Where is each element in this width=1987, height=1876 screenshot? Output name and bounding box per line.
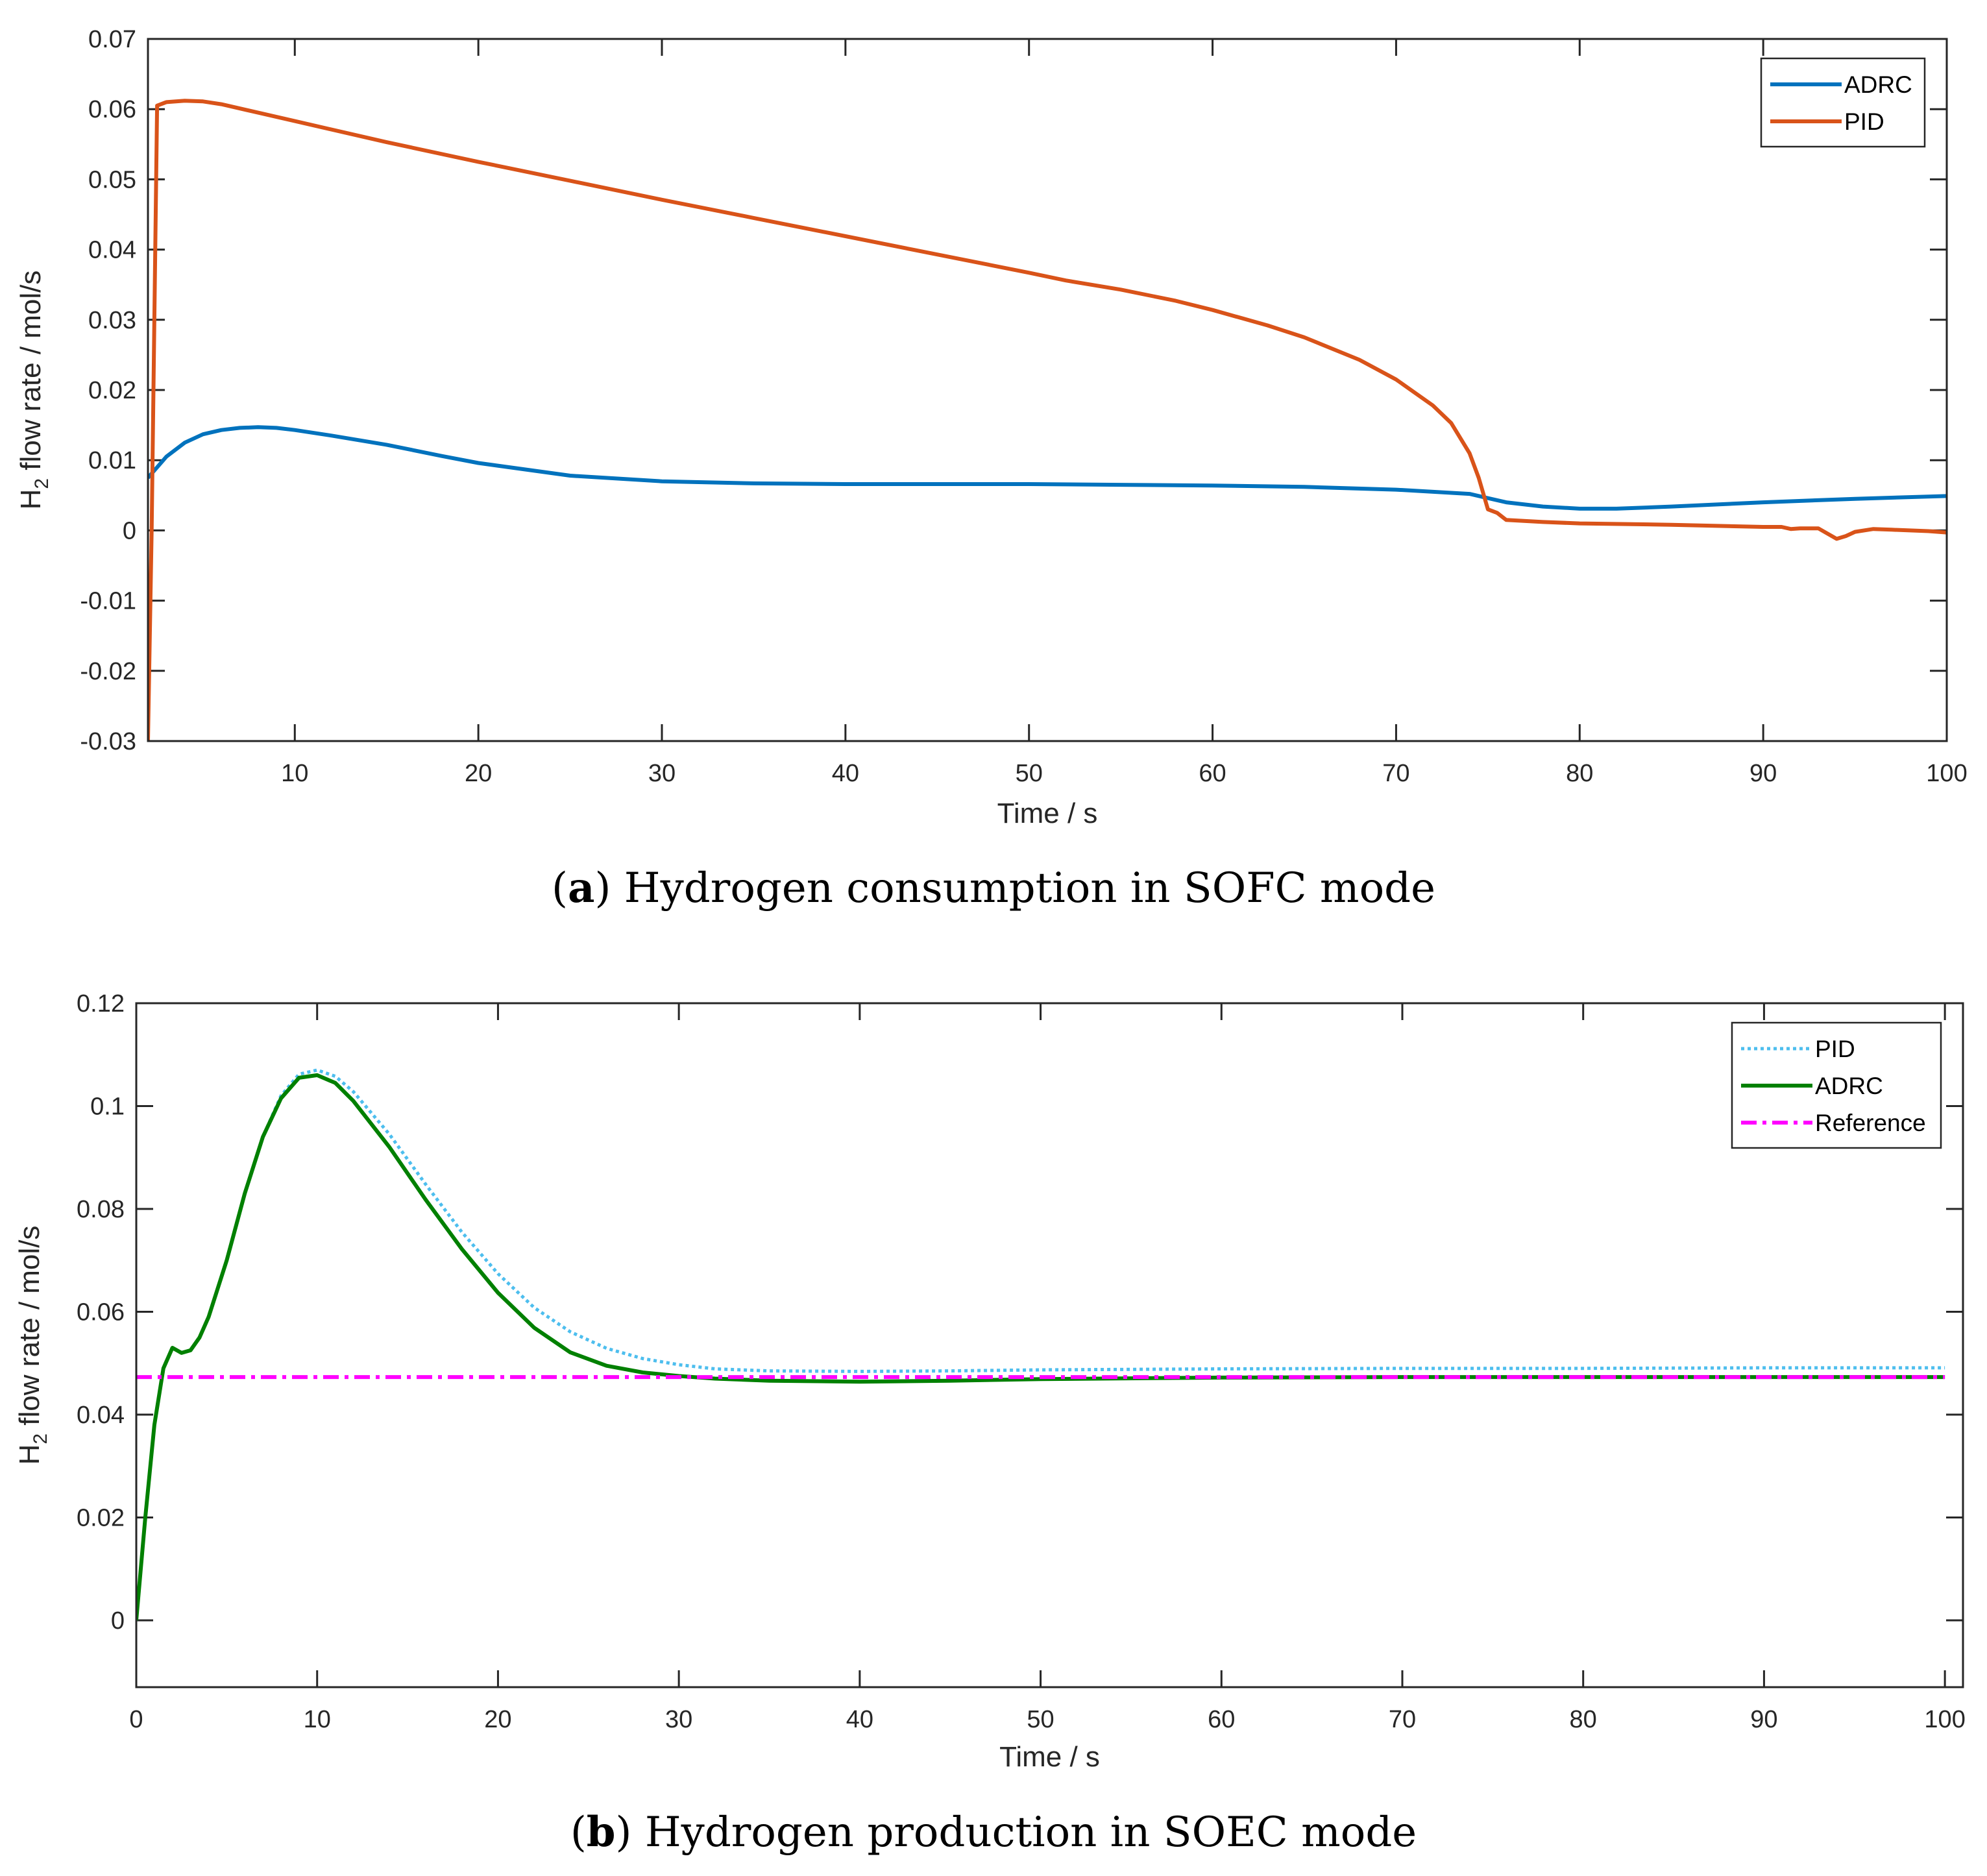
panel-a-y-axis-label: H2 flow rate / mol/s [15,271,53,510]
x-tick-label: 90 [1750,1706,1777,1733]
x-tick-label: 100 [1924,1706,1965,1733]
y-tick-label: -0.03 [80,728,136,755]
legend-label-adrc: ADRC [1815,1073,1883,1099]
panel-b-y-axis-label: H2 flow rate / mol/s [14,1226,51,1465]
y-tick-label: 0 [123,517,136,544]
panel-a-tick-labels: 10 20 30 40 50 60 70 80 90 100 -0.03 -0.02 -0.01 0 0.0… [80,26,1967,787]
y-tick-label: 0.04 [77,1402,125,1429]
x-tick-label: 50 [1016,760,1043,787]
y-tick-label: 0.04 [88,237,136,264]
panel-b-caption-text: Hydrogen production in SOEC mode [645,1809,1417,1857]
panel-b-caption-letter: b [587,1808,616,1857]
panel-a-y-label-h: H [15,489,47,510]
panel-a-x-axis-label: Time / s [997,798,1098,829]
y-tick-label: 0.08 [77,1196,125,1223]
panel-b-y-label-rest: flow rate / mol/s [14,1226,45,1433]
x-tick-label: 20 [465,760,492,787]
legend-label-adrc: ADRC [1844,71,1912,98]
panel-b-y-label-h: H [14,1444,45,1465]
y-tick-label: 0.1 [90,1093,125,1120]
y-tick-label: 0.03 [88,307,136,334]
x-tick-label: 80 [1566,760,1593,787]
series-line-adrc [136,1073,1945,1621]
x-tick-label: 20 [484,1706,511,1733]
panel-b-caption: (b) Hydrogen production in SOEC mode [570,1808,1417,1857]
y-tick-label: 0.02 [88,377,136,404]
x-tick-label: 10 [304,1706,331,1733]
y-tick-label: 0.05 [88,166,136,193]
x-tick-label: 50 [1027,1706,1054,1733]
panel-a-caption-text: Hydrogen consumption in SOFC mode [624,864,1435,912]
x-tick-label: 60 [1208,1706,1235,1733]
y-tick-label: 0.12 [77,990,125,1017]
panel-a-y-label-rest: flow rate / mol/s [15,271,47,478]
panel-a-caption-letter: a [568,864,594,912]
panel-b-y-label-sub: 2 [30,1433,51,1444]
legend-label-pid: PID [1815,1036,1855,1062]
x-tick-label: 70 [1389,1706,1416,1733]
panel-b-series [136,1068,1945,1621]
panel-b-legend: PID ADRC Reference [1731,1021,1942,1149]
y-tick-label: 0.06 [88,96,136,123]
panel-a-series [148,99,1947,741]
panel-b-tick-labels: 0 10 20 30 40 50 60 70 80 90 100 0 0.02 0.04 0.06 0.08 0… [77,990,1966,1733]
panel-b-x-axis-label: Time / s [999,1741,1100,1773]
x-tick-label: 70 [1382,760,1409,787]
y-tick-label: -0.02 [80,658,136,685]
panel-a-caption: (a) Hydrogen consumption in SOFC mode [552,864,1435,912]
x-tick-label: 40 [846,1706,873,1733]
y-tick-label: 0.02 [77,1504,125,1531]
x-tick-label: 30 [665,1706,692,1733]
x-tick-label: 30 [648,760,676,787]
panel-a-chart: 10 20 30 40 50 60 70 80 90 100 -0.03 -0.02 -0.01 0 0.0… [15,26,1968,912]
x-tick-label: 0 [129,1706,143,1733]
y-tick-label: 0.01 [88,447,136,474]
x-tick-label: 60 [1199,760,1226,787]
panel-b-axes-box [135,1002,1964,1688]
legend-label-pid: PID [1844,108,1884,135]
y-tick-label: -0.01 [80,588,136,615]
y-tick-label: 0 [111,1607,125,1635]
x-tick-label: 100 [1926,760,1967,787]
x-tick-label: 10 [281,760,308,787]
panel-a-legend: ADRC PID [1760,57,1926,148]
panel-a-y-label-sub: 2 [31,478,53,489]
series-line-pid [148,99,1947,741]
series-line-pid [136,1068,1945,1621]
x-tick-label: 90 [1749,760,1777,787]
x-tick-label: 40 [832,760,859,787]
legend-box [1760,57,1926,148]
panel-b-chart: 0 10 20 30 40 50 60 70 80 90 100 0 0.02 0.04 0.06 0.08 0… [14,990,1966,1857]
series-line-adrc [148,425,1947,511]
panel-a-axes-box [147,38,1948,742]
legend-label-reference: Reference [1815,1110,1926,1136]
y-tick-label: 0.07 [88,26,136,53]
y-tick-label: 0.06 [77,1298,125,1326]
x-tick-label: 80 [1570,1706,1597,1733]
panel-b-ticks [135,1002,1963,1687]
panel-a-ticks [148,38,1948,742]
